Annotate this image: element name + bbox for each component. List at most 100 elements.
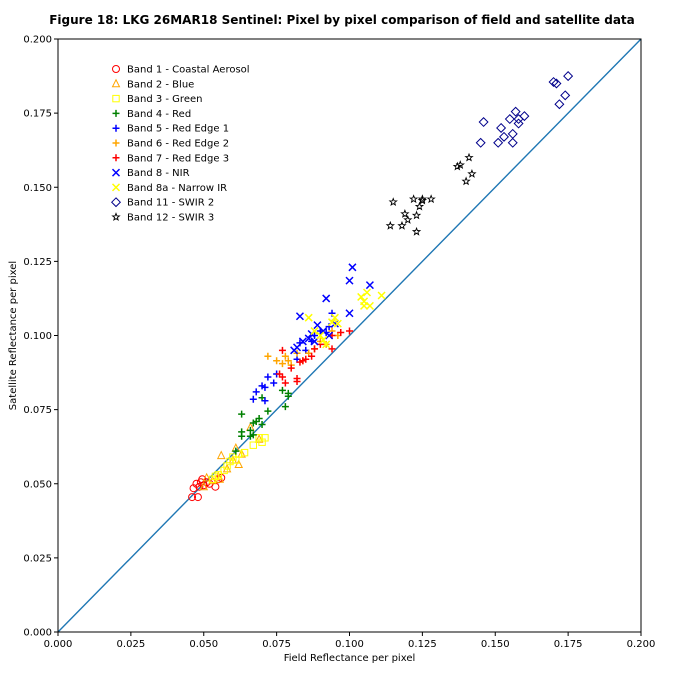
data-point bbox=[385, 220, 395, 230]
legend-label: Band 12 - SWIR 3 bbox=[127, 213, 214, 224]
data-point bbox=[507, 128, 518, 139]
legend-label: Band 7 - Red Edge 3 bbox=[127, 153, 229, 164]
data-point bbox=[346, 327, 353, 335]
data-point bbox=[461, 176, 471, 186]
data-point bbox=[330, 313, 339, 322]
series-7 bbox=[276, 327, 353, 387]
data-point bbox=[411, 226, 422, 236]
data-point bbox=[467, 169, 477, 178]
y-tick-label: 0.050 bbox=[23, 479, 52, 490]
data-point bbox=[238, 410, 246, 418]
data-point bbox=[411, 210, 422, 220]
data-point bbox=[264, 373, 272, 381]
data-point bbox=[273, 357, 281, 365]
data-point bbox=[234, 459, 244, 468]
legend-label: Band 8a - Narrow IR bbox=[127, 183, 227, 194]
y-tick-label: 0.000 bbox=[23, 628, 52, 639]
data-point bbox=[563, 71, 574, 82]
legend-marker bbox=[112, 65, 120, 73]
data-point bbox=[287, 364, 295, 372]
data-point bbox=[261, 397, 269, 405]
data-point bbox=[417, 195, 428, 205]
data-point bbox=[319, 327, 328, 336]
data-point bbox=[554, 99, 565, 110]
data-point bbox=[202, 472, 211, 482]
y-tick-label: 0.200 bbox=[23, 35, 52, 46]
data-point bbox=[278, 360, 286, 368]
data-point bbox=[313, 321, 322, 330]
y-tick-label: 0.125 bbox=[23, 257, 52, 268]
data-point bbox=[455, 160, 465, 169]
x-tick-label: 0.200 bbox=[627, 639, 656, 650]
data-point bbox=[258, 420, 266, 428]
x-tick-label: 0.175 bbox=[554, 639, 583, 650]
data-point bbox=[496, 122, 507, 133]
legend-marker bbox=[110, 197, 122, 208]
data-point bbox=[345, 276, 354, 285]
series-10 bbox=[475, 71, 574, 148]
data-point bbox=[281, 379, 289, 387]
data-point bbox=[252, 388, 260, 396]
legend-marker bbox=[111, 78, 121, 88]
data-point bbox=[304, 313, 313, 322]
data-point bbox=[388, 197, 398, 207]
data-point bbox=[215, 474, 225, 483]
y-tick-label: 0.175 bbox=[23, 109, 52, 120]
data-point bbox=[360, 301, 369, 310]
data-point bbox=[417, 194, 428, 204]
data-point bbox=[188, 493, 197, 502]
data-point bbox=[507, 137, 518, 148]
data-point bbox=[322, 294, 331, 303]
data-point bbox=[310, 337, 319, 346]
data-point bbox=[414, 201, 425, 211]
x-tick-label: 0.025 bbox=[117, 639, 146, 650]
data-point bbox=[510, 106, 521, 117]
data-point bbox=[264, 352, 272, 360]
data-point bbox=[310, 327, 319, 336]
one-to-one-line bbox=[57, 38, 642, 633]
series-11 bbox=[385, 152, 477, 236]
data-point bbox=[281, 403, 289, 411]
data-point bbox=[327, 318, 337, 327]
data-point bbox=[493, 137, 504, 148]
data-point bbox=[478, 117, 489, 128]
axis-ticks-layer: 0.000 0.025 0.050 0.075 0.100 0.125 0.150 0.175… bbox=[23, 35, 655, 651]
data-point bbox=[426, 194, 436, 204]
data-point bbox=[403, 214, 413, 224]
data-point bbox=[504, 114, 515, 125]
legend-marker bbox=[112, 109, 120, 117]
data-point bbox=[295, 312, 304, 321]
y-tick-label: 0.100 bbox=[23, 331, 52, 342]
legend-label: Band 11 - SWIR 2 bbox=[127, 198, 214, 209]
legend-label: Band 4 - Red bbox=[127, 109, 191, 120]
x-tick-label: 0.125 bbox=[408, 639, 437, 650]
y-tick-label: 0.025 bbox=[23, 553, 52, 564]
series-5 bbox=[249, 309, 336, 405]
data-point bbox=[498, 131, 510, 142]
data-point bbox=[316, 331, 325, 340]
data-point bbox=[290, 346, 299, 355]
data-point bbox=[249, 431, 257, 439]
data-point bbox=[232, 447, 240, 455]
legend-marker bbox=[111, 168, 121, 177]
data-point bbox=[328, 345, 336, 353]
y-axis-label: Satellite Reflectance per pixel bbox=[8, 261, 19, 410]
data-point bbox=[208, 475, 217, 485]
data-point bbox=[357, 292, 366, 301]
x-tick-label: 0.000 bbox=[44, 639, 73, 650]
data-point bbox=[278, 373, 286, 381]
data-point bbox=[195, 482, 204, 491]
data-point bbox=[304, 334, 313, 343]
data-point bbox=[298, 337, 307, 346]
data-point bbox=[284, 357, 292, 365]
legend-label: Band 2 - Blue bbox=[127, 79, 194, 90]
data-point bbox=[362, 288, 372, 297]
data-point bbox=[400, 209, 410, 218]
data-point bbox=[464, 152, 474, 162]
data-point bbox=[199, 481, 209, 491]
legend-marker bbox=[112, 139, 120, 147]
data-point bbox=[551, 78, 562, 89]
legend-marker bbox=[111, 183, 121, 192]
